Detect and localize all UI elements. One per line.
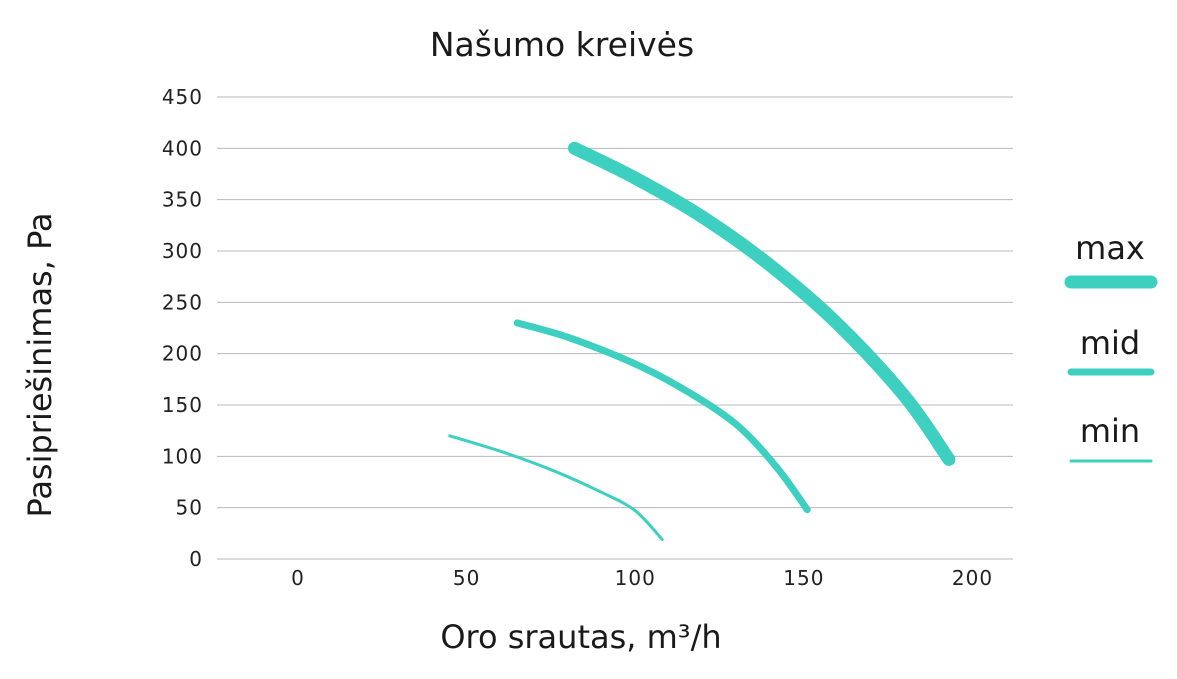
legend-label-mid: mid xyxy=(1080,324,1140,362)
y-tick-label: 350 xyxy=(162,188,203,212)
x-tick-label: 50 xyxy=(453,566,480,590)
series-lines xyxy=(448,141,956,541)
y-axis-label: Pasipriešinimas, Pa xyxy=(21,212,59,517)
x-tick-label: 200 xyxy=(952,566,993,590)
y-tick-label: 200 xyxy=(162,342,203,366)
y-tick-label: 450 xyxy=(162,85,203,109)
legend-label-max: max xyxy=(1075,229,1145,267)
legend: max mid min xyxy=(1064,229,1158,463)
legend-label-min: min xyxy=(1080,412,1140,450)
y-tick-label: 400 xyxy=(162,136,203,160)
x-tick-label: 0 xyxy=(291,566,305,590)
series-line-mid xyxy=(513,319,811,514)
y-tick-label: 0 xyxy=(189,547,203,571)
y-tick-label: 150 xyxy=(162,393,203,417)
series-line-max xyxy=(568,141,956,466)
chart-title: Našumo kreivės xyxy=(430,25,694,64)
y-tick-label: 250 xyxy=(162,290,203,314)
x-axis-ticks: 0 50 100 150 200 xyxy=(291,566,993,590)
y-tick-label: 100 xyxy=(162,444,203,468)
x-axis-label: Oro srautas, m³/h xyxy=(440,618,721,656)
y-tick-label: 50 xyxy=(176,496,203,520)
x-tick-label: 150 xyxy=(783,566,824,590)
x-tick-label: 100 xyxy=(615,566,656,590)
series-line-min xyxy=(448,434,664,541)
y-tick-label: 300 xyxy=(162,239,203,263)
y-axis-ticks: 0 50 100 150 200 250 300 350 400 450 xyxy=(162,85,203,571)
